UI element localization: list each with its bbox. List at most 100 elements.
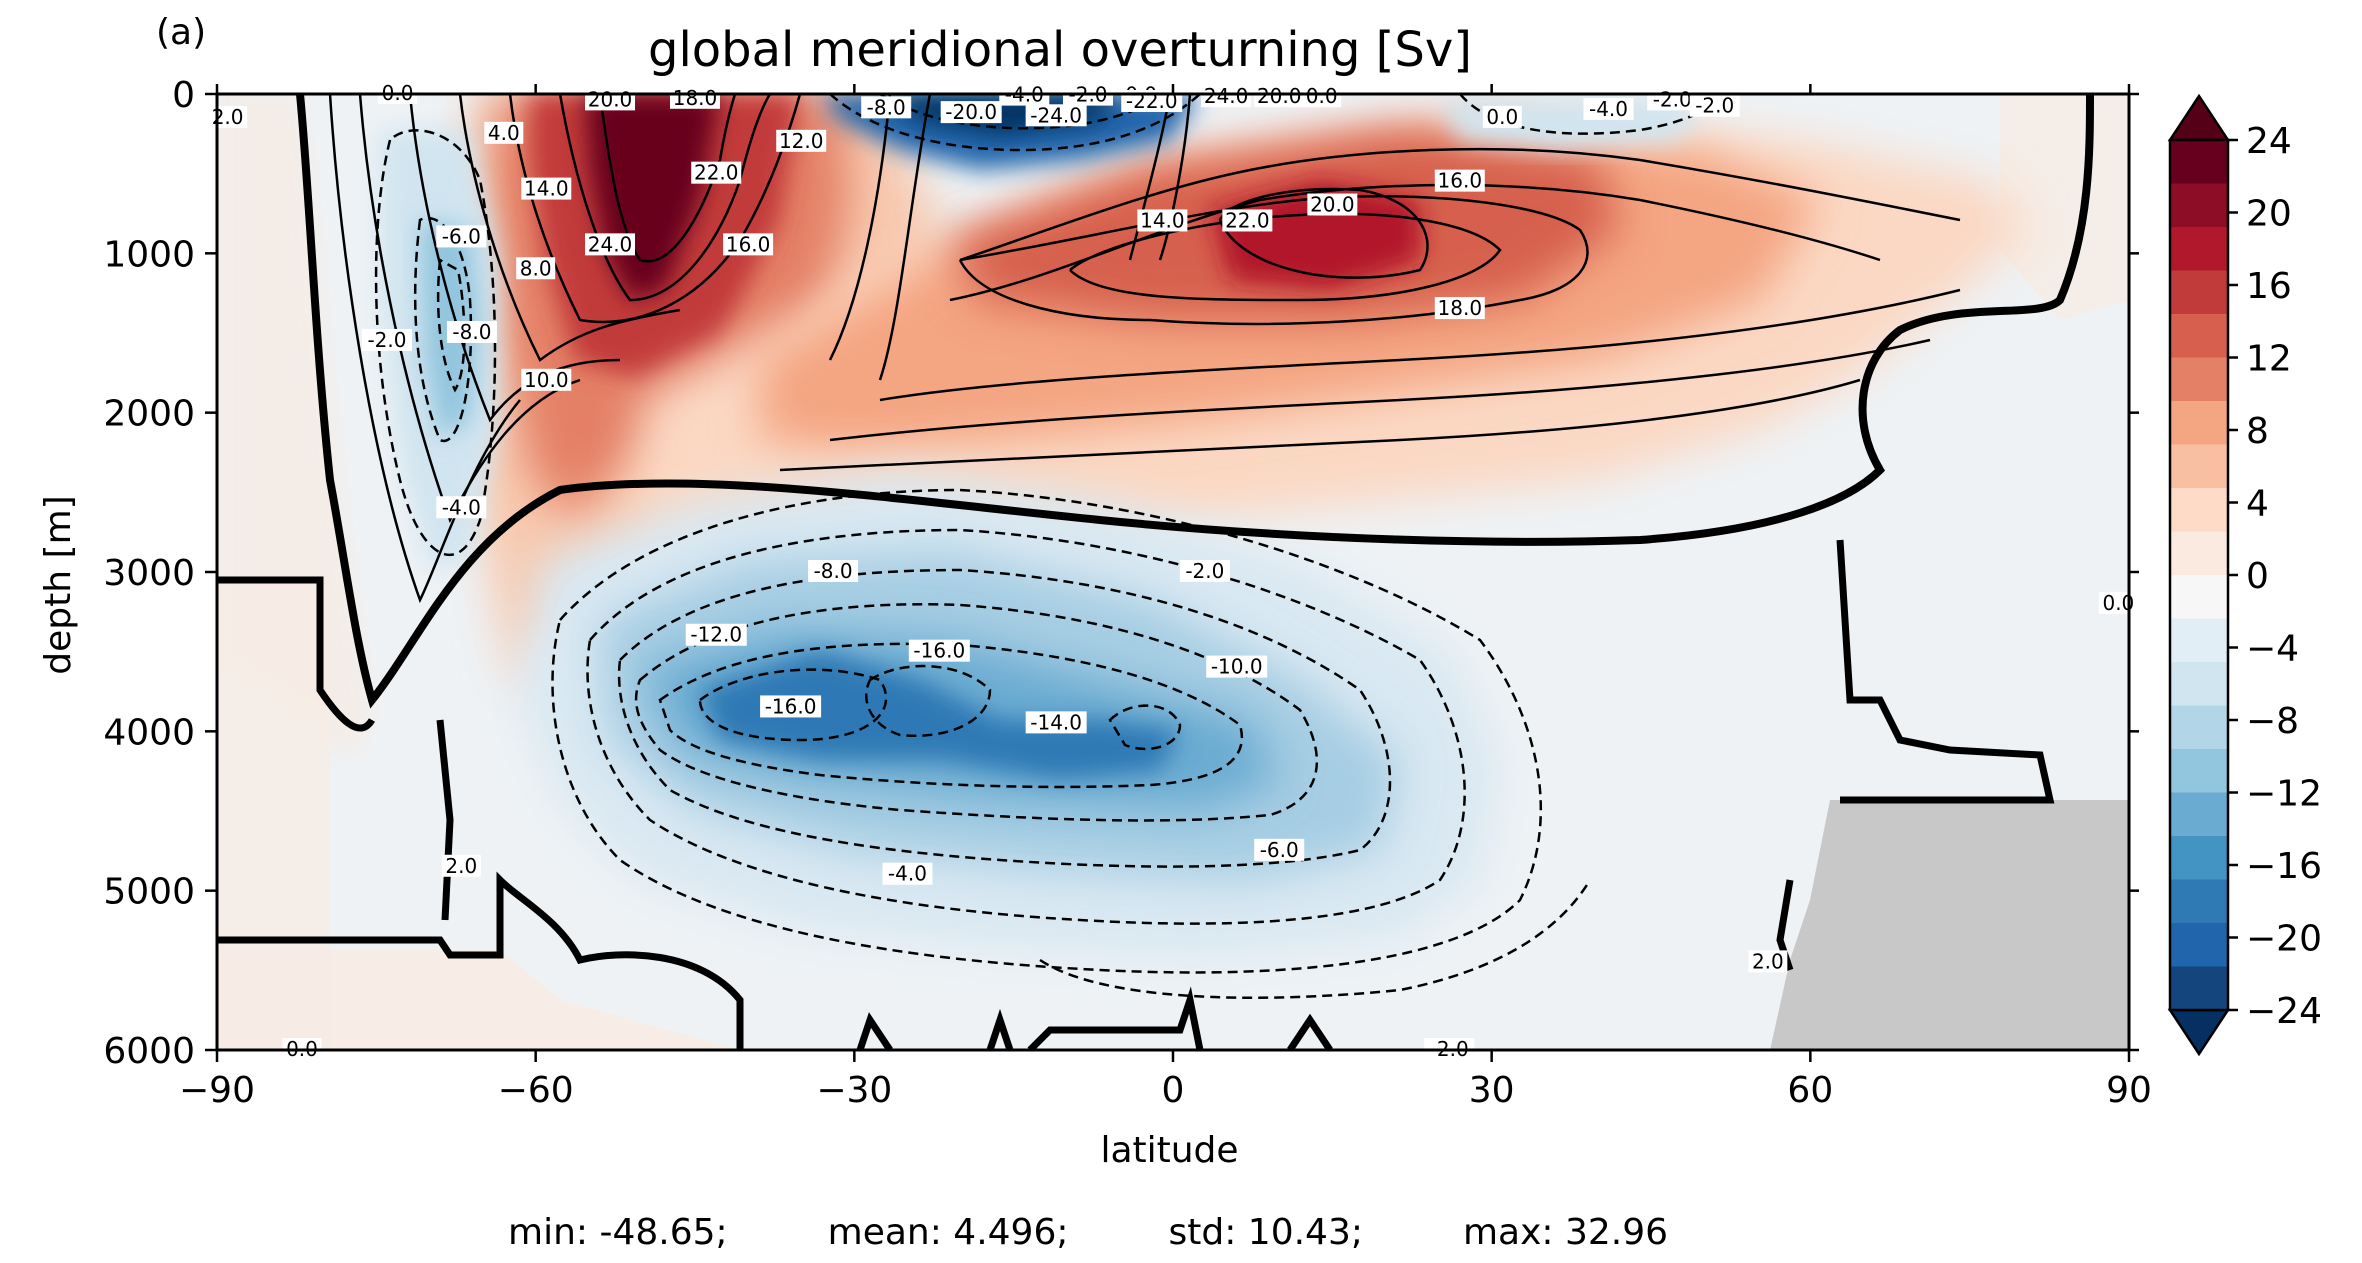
contour-label-bg bbox=[436, 225, 487, 248]
contour-label: -14.0 bbox=[1025, 710, 1087, 734]
contour-label-text: 2.0 bbox=[1752, 949, 1784, 973]
contour-label: 0.0 bbox=[1302, 84, 1342, 108]
x-tick-label: 0 bbox=[1162, 1070, 1185, 1111]
colorbar-bin bbox=[2170, 923, 2228, 968]
contour-label-text: -4.0 bbox=[442, 495, 481, 519]
contour-label-text: -6.0 bbox=[1260, 838, 1299, 862]
colorbar-tick-label: 0 bbox=[2246, 556, 2269, 597]
contour-label-bg bbox=[861, 96, 912, 119]
contour-label-bg bbox=[446, 321, 497, 343]
contour-label-text: 22.0 bbox=[694, 161, 739, 185]
contour-label-text: -20.0 bbox=[945, 100, 997, 124]
contour-label-text: -10.0 bbox=[1211, 655, 1263, 679]
contour-label: 18.0 bbox=[670, 86, 720, 110]
stat-min: min: -48.65; bbox=[508, 1212, 728, 1253]
contour-label: -16.0 bbox=[760, 694, 822, 718]
y-tick-label: 6000 bbox=[103, 1031, 195, 1072]
colorbar-bin bbox=[2170, 401, 2228, 446]
contour-label: 20.0 bbox=[1307, 193, 1358, 217]
y-tick-label: 1000 bbox=[103, 234, 195, 275]
contour-label: -2.0 bbox=[1689, 94, 1740, 118]
colorbar-bin bbox=[2170, 575, 2228, 620]
contour-label: -16.0 bbox=[908, 639, 970, 663]
contour-label-bg bbox=[1583, 97, 1634, 120]
contour-label-text: 12.0 bbox=[779, 129, 824, 153]
contour-label: 2.0 bbox=[208, 105, 248, 129]
colorbar-bin bbox=[2170, 792, 2228, 837]
colorbar-bin bbox=[2170, 270, 2228, 315]
stat-std: std: 10.43; bbox=[1168, 1212, 1363, 1253]
contour-label: -12.0 bbox=[685, 623, 747, 647]
contour-label-text: -16.0 bbox=[913, 639, 965, 663]
contour-label: 2.0 bbox=[1748, 949, 1788, 973]
contour-label: -6.0 bbox=[436, 224, 487, 248]
colorbar-bin bbox=[2170, 314, 2228, 359]
colorbar-tick-label: −12 bbox=[2246, 774, 2322, 815]
contour-label-bg bbox=[685, 623, 747, 646]
colorbar-tick-label: −4 bbox=[2246, 629, 2299, 670]
contour-label-bg bbox=[1254, 838, 1305, 861]
contour-label-bg bbox=[1482, 105, 1522, 128]
contour-label-bg bbox=[361, 328, 412, 351]
contour-label-bg bbox=[1689, 94, 1740, 117]
contour-label-text: 16.0 bbox=[1438, 169, 1483, 193]
contour-label: 2.0 bbox=[441, 854, 481, 878]
contour-label-bg bbox=[1434, 169, 1485, 192]
y-tick-label: 0 bbox=[172, 75, 195, 116]
summary-statistics: min: -48.65; mean: 4.496; std: 10.43; max: … bbox=[508, 1212, 1668, 1253]
colorbar-bin bbox=[2170, 488, 2228, 533]
colorbar-bin bbox=[2170, 444, 2228, 489]
contour-label: 24.0 bbox=[585, 232, 636, 256]
contour-label-text: -14.0 bbox=[1030, 710, 1082, 734]
contour-label: -24.0 bbox=[1025, 103, 1087, 127]
contour-label-bg bbox=[1254, 85, 1305, 108]
colorbar-tick-label: 4 bbox=[2246, 484, 2269, 525]
contour-label-bg bbox=[723, 233, 774, 256]
x-tick-label: 60 bbox=[1787, 1070, 1833, 1111]
contour-label: -8.0 bbox=[808, 559, 859, 583]
contour-label-bg bbox=[670, 86, 720, 109]
contour-label: -2.0 bbox=[1179, 559, 1230, 583]
colorbar-bin bbox=[2170, 662, 2228, 707]
contour-label-text: -2.0 bbox=[1185, 559, 1224, 583]
contour-label-bg bbox=[882, 862, 933, 885]
colorbar-bin bbox=[2170, 966, 2228, 1011]
x-tick-label: −90 bbox=[179, 1070, 255, 1111]
contour-label-text: -4.0 bbox=[1589, 97, 1628, 121]
colorbar-tick-label: 20 bbox=[2246, 194, 2292, 235]
colorbar: 24 20 16 12 8 4 0 −4 −8 −12 −16 −20 −24 bbox=[2167, 93, 2322, 1057]
x-axis-label: latitude bbox=[1100, 1130, 1239, 1171]
contour-label-text: -2.0 bbox=[367, 328, 406, 352]
contour-label-text: -12.0 bbox=[690, 623, 742, 647]
contour-label: 18.0 bbox=[1434, 296, 1485, 320]
chart-title: global meridional overturning [Sv] bbox=[647, 22, 1472, 78]
contour-label-bg bbox=[908, 639, 970, 662]
contour-label: 14.0 bbox=[1137, 208, 1188, 232]
contour-label-bg bbox=[521, 368, 572, 391]
colorbar-tick-label: 12 bbox=[2246, 339, 2292, 380]
contour-label-text: 24.0 bbox=[1204, 84, 1249, 108]
contour-label: 16.0 bbox=[1434, 169, 1485, 193]
contour-label-text: 10.0 bbox=[524, 368, 569, 392]
contour-label: 16.0 bbox=[723, 232, 774, 256]
contour-label-bg bbox=[1307, 193, 1358, 216]
contour-label-text: 14.0 bbox=[1140, 208, 1185, 232]
colorbar-bin bbox=[2170, 531, 2228, 576]
colorbar-bin bbox=[2170, 879, 2228, 924]
contour-label-text: 20.0 bbox=[1257, 84, 1302, 108]
panel-label: (a) bbox=[156, 12, 207, 53]
contour-label: 10.0 bbox=[521, 368, 572, 392]
colorbar-tick-label: 16 bbox=[2246, 266, 2292, 307]
y-axis: 0 1000 2000 3000 4000 5000 6000 bbox=[103, 75, 2139, 1072]
contour-label-bg bbox=[691, 161, 742, 184]
colorbar-tick-label: 8 bbox=[2246, 411, 2269, 452]
contour-label: -6.0 bbox=[1254, 838, 1305, 862]
contour-label-text: -2.0 bbox=[1695, 94, 1734, 118]
contour-label-text: 18.0 bbox=[673, 86, 718, 110]
contour-label: -10.0 bbox=[1206, 655, 1268, 679]
contour-label: 22.0 bbox=[691, 161, 742, 185]
contour-label: -20.0 bbox=[940, 100, 1002, 124]
contour-label-bg bbox=[1137, 209, 1188, 232]
contour-label-bg bbox=[1179, 560, 1230, 582]
